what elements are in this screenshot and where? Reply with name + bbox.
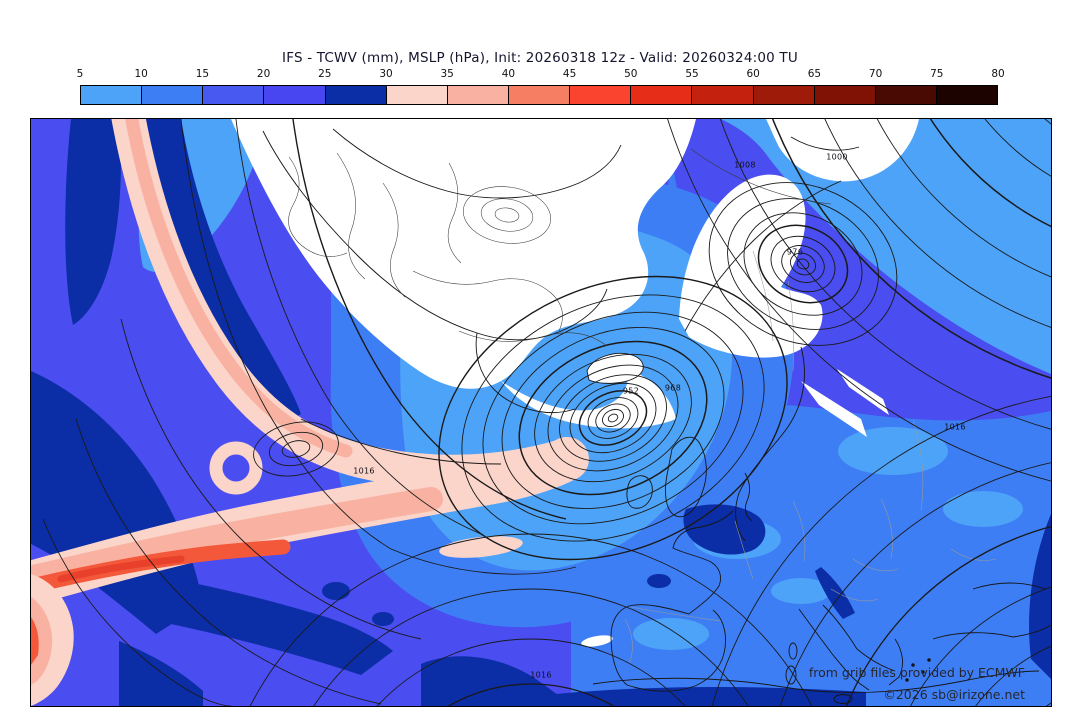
colorbar-cell bbox=[142, 86, 204, 104]
colorbar-tick-label: 45 bbox=[562, 68, 577, 80]
colorbar-tick-labels: 5 10 15 20 25 30 35 40 45 50 55 60 65 70 75 80 bbox=[76, 68, 1005, 82]
coastlines bbox=[262, 128, 1051, 704]
colorbar-cell bbox=[264, 86, 326, 104]
colorbar-cell bbox=[508, 86, 571, 104]
map-frame: 952 968 976 1000 1008 1016 1016 1016 from grib … bbox=[30, 118, 1052, 707]
colorbar-cell bbox=[386, 86, 448, 104]
colorbar-tick-label: 5 bbox=[76, 68, 84, 80]
page-title: IFS - TCWV (mm), MSLP (hPa), Init: 20260… bbox=[282, 50, 798, 66]
colorbar-cell bbox=[325, 86, 387, 104]
colorbar-cell bbox=[692, 86, 754, 104]
colorbar-cell bbox=[203, 86, 265, 104]
colorbar-tick-label: 70 bbox=[868, 68, 883, 80]
isobars bbox=[42, 119, 1051, 706]
colorbar-tick-label: 60 bbox=[746, 68, 760, 80]
colorbar-tick-label: 35 bbox=[440, 68, 454, 80]
colorbar-cell bbox=[753, 86, 815, 104]
attribution-copyright: ©2026 sb@irizone.net bbox=[883, 687, 1025, 702]
contour-web bbox=[288, 148, 832, 347]
colorbar-tick-label: 80 bbox=[991, 68, 1005, 80]
colorbar-cell bbox=[570, 86, 632, 104]
attribution-source: from grib files provided by ECMWF bbox=[808, 665, 1025, 680]
colorbar-tick-label: 20 bbox=[256, 68, 271, 80]
colorbar: 5 10 15 20 25 30 35 40 45 50 55 60 65 70 75 80 bbox=[76, 68, 1005, 108]
colorbar-cell bbox=[814, 86, 876, 104]
country-borders bbox=[624, 250, 997, 665]
weather-map-image bbox=[31, 119, 1051, 706]
colorbar-cell bbox=[875, 86, 937, 104]
colorbar-cell bbox=[81, 86, 143, 104]
colorbar-cell bbox=[936, 86, 998, 104]
colorbar-tick-label: 65 bbox=[807, 68, 822, 80]
colorbar-tick-label: 55 bbox=[685, 68, 699, 80]
colorbar-cell bbox=[447, 86, 509, 104]
colorbar-scale bbox=[80, 85, 998, 105]
colorbar-tick-label: 15 bbox=[195, 68, 210, 80]
tcwv-fill-moist-bands bbox=[31, 119, 589, 706]
colorbar-tick-label: 30 bbox=[379, 68, 393, 80]
colorbar-tick-label: 40 bbox=[501, 68, 516, 80]
colorbar-tick-label: 50 bbox=[624, 68, 638, 80]
colorbar-tick-label: 25 bbox=[318, 68, 332, 80]
colorbar-cell bbox=[631, 86, 693, 104]
colorbar-tick-label: 10 bbox=[134, 68, 148, 80]
colorbar-tick-label: 75 bbox=[930, 68, 944, 80]
